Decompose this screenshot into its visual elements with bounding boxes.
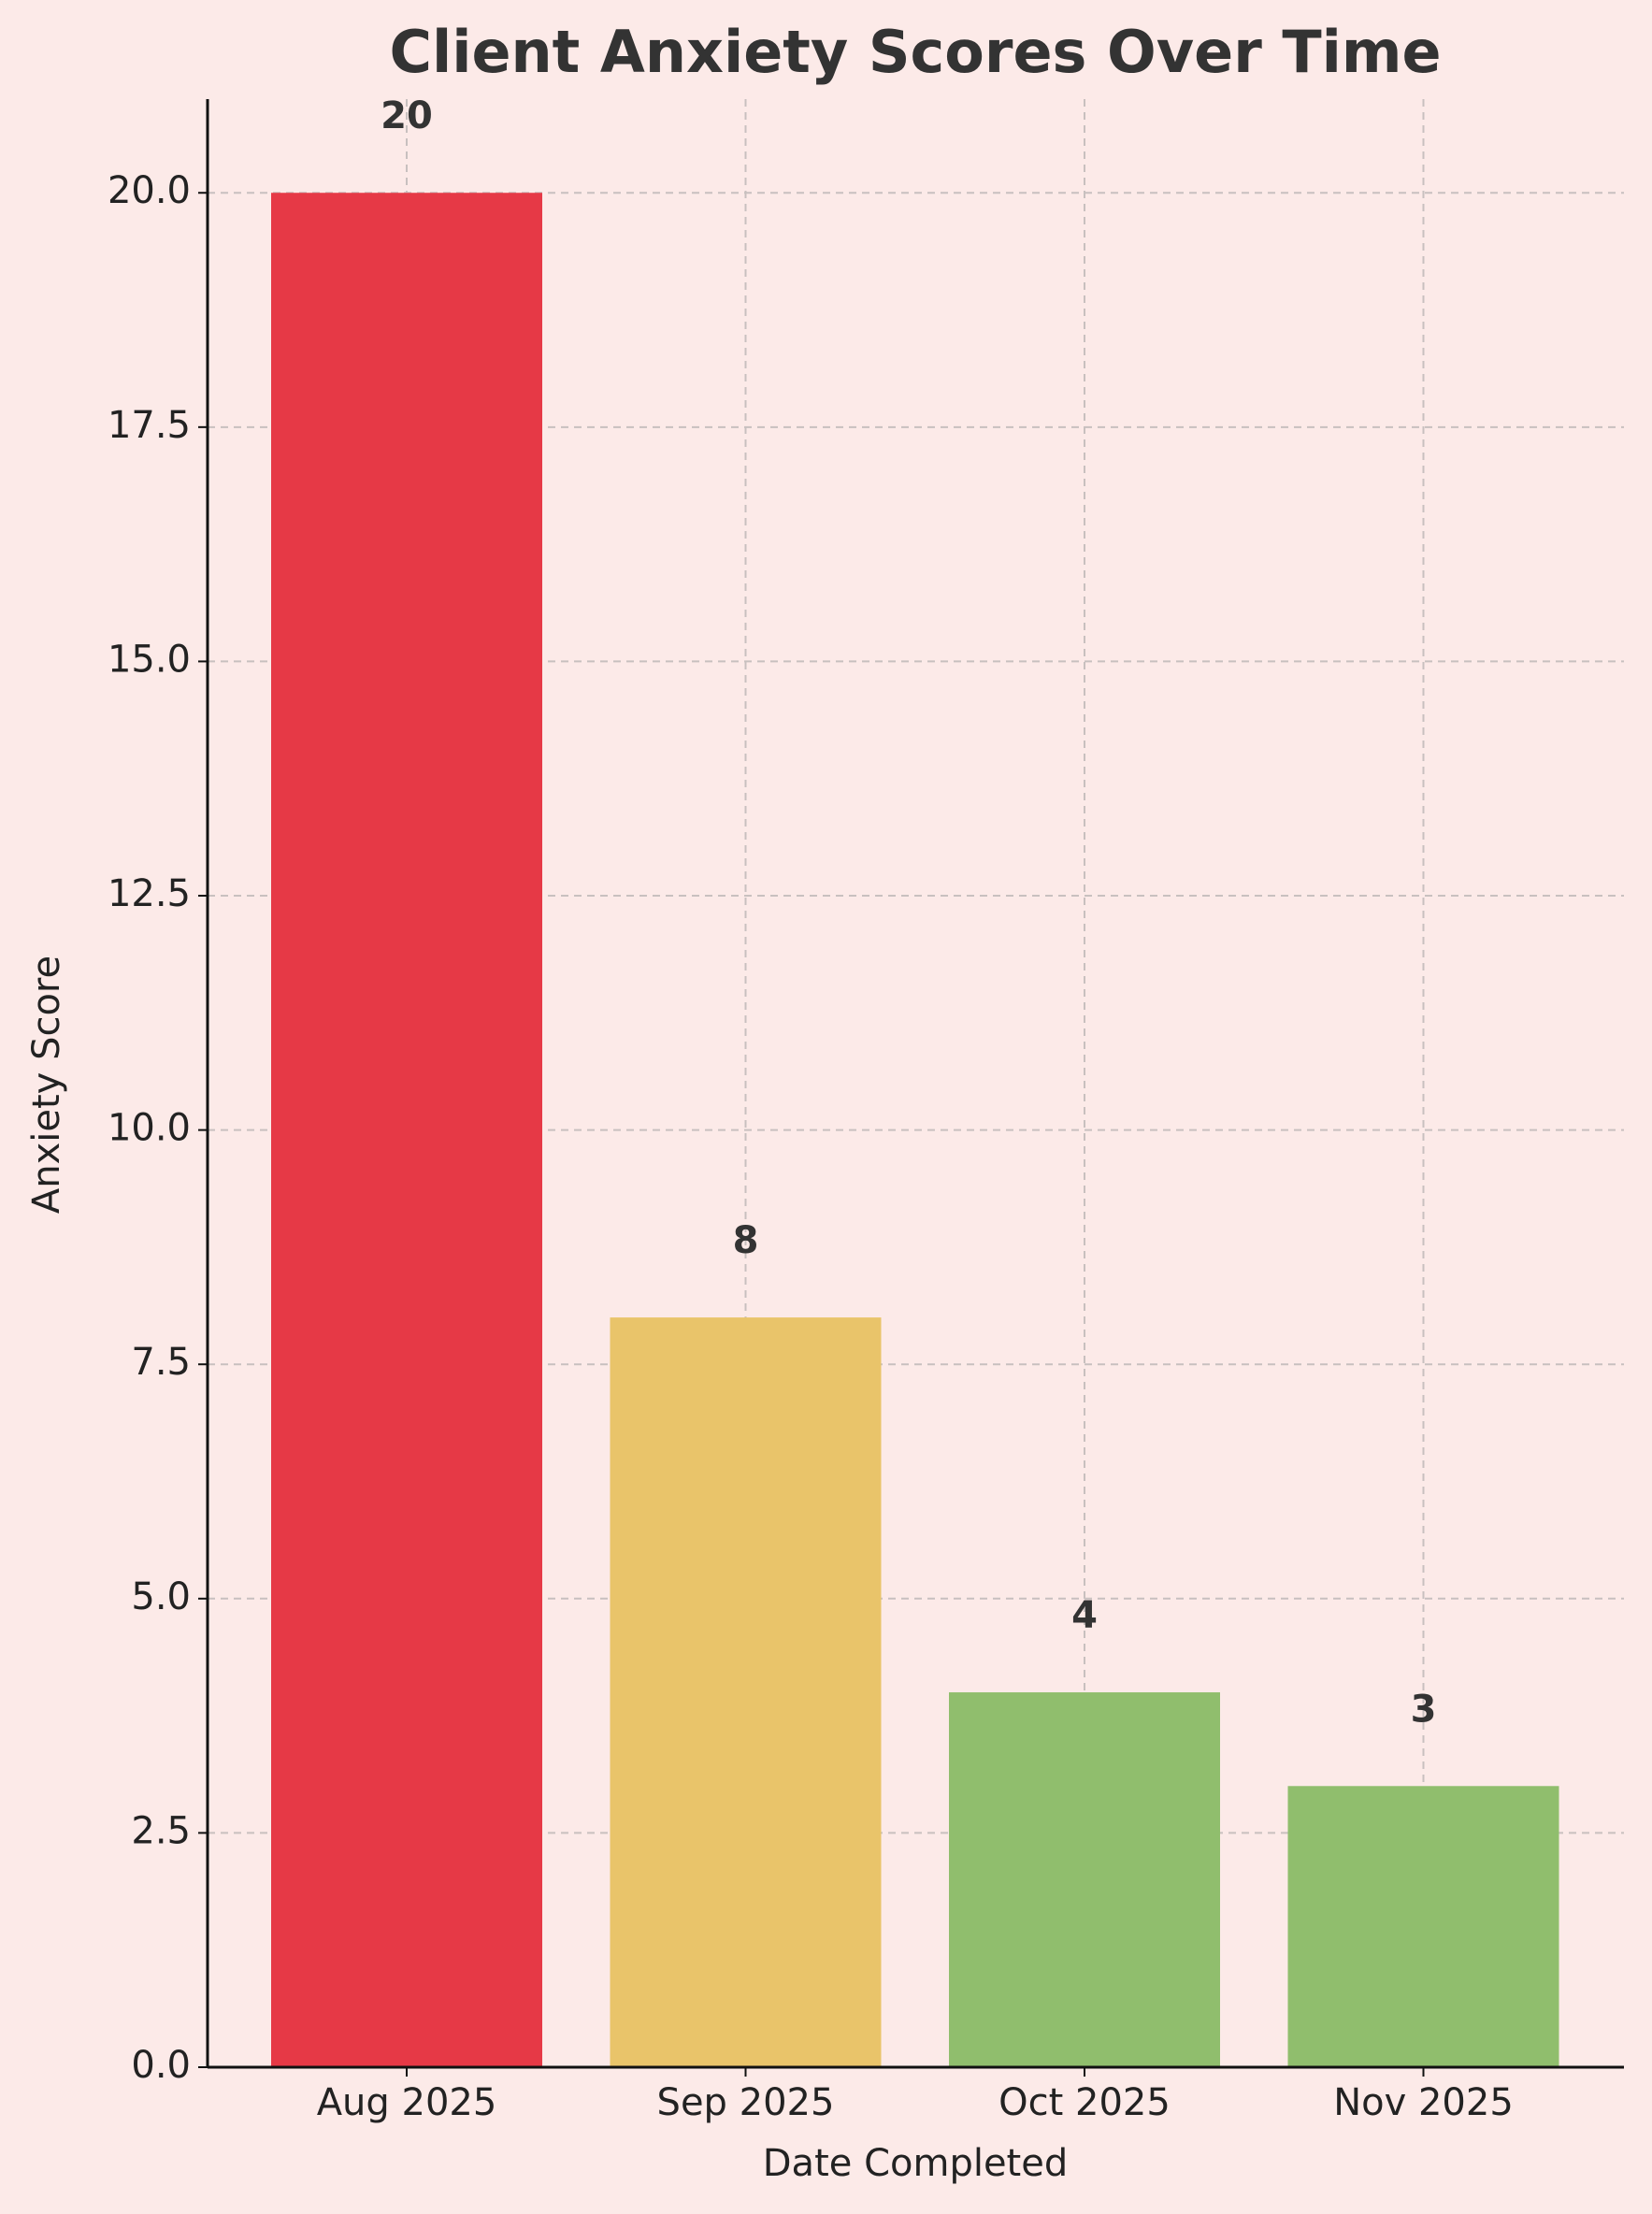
- y-tick-label: 7.5: [131, 1341, 191, 1384]
- value-label: 4: [1071, 1594, 1098, 1637]
- y-tick-label: 12.5: [108, 872, 191, 915]
- value-label: 8: [733, 1219, 759, 1262]
- chart-title: Client Anxiety Scores Over Time: [389, 18, 1441, 86]
- x-tick-label: Nov 2025: [1333, 2081, 1514, 2124]
- y-tick-label: 0.0: [131, 2044, 191, 2087]
- bar: [1287, 1786, 1559, 2067]
- bar: [610, 1317, 882, 2067]
- value-label: 3: [1411, 1688, 1437, 1731]
- x-axis-label: Date Completed: [763, 2142, 1068, 2185]
- y-tick-label: 15.0: [108, 638, 191, 681]
- x-tick-label: Sep 2025: [657, 2081, 835, 2124]
- y-tick-label: 17.5: [108, 404, 191, 447]
- y-tick-label: 2.5: [131, 1809, 191, 1852]
- bar: [949, 1692, 1220, 2067]
- x-tick-label: Aug 2025: [317, 2081, 497, 2124]
- x-tick-label: Oct 2025: [998, 2081, 1171, 2124]
- y-axis-label: Anxiety Score: [25, 956, 68, 1214]
- y-tick-label: 10.0: [108, 1107, 191, 1150]
- value-label: 20: [381, 94, 433, 137]
- y-tick-label: 5.0: [131, 1575, 191, 1618]
- y-tick-label: 20.0: [108, 169, 191, 212]
- bar: [271, 193, 542, 2068]
